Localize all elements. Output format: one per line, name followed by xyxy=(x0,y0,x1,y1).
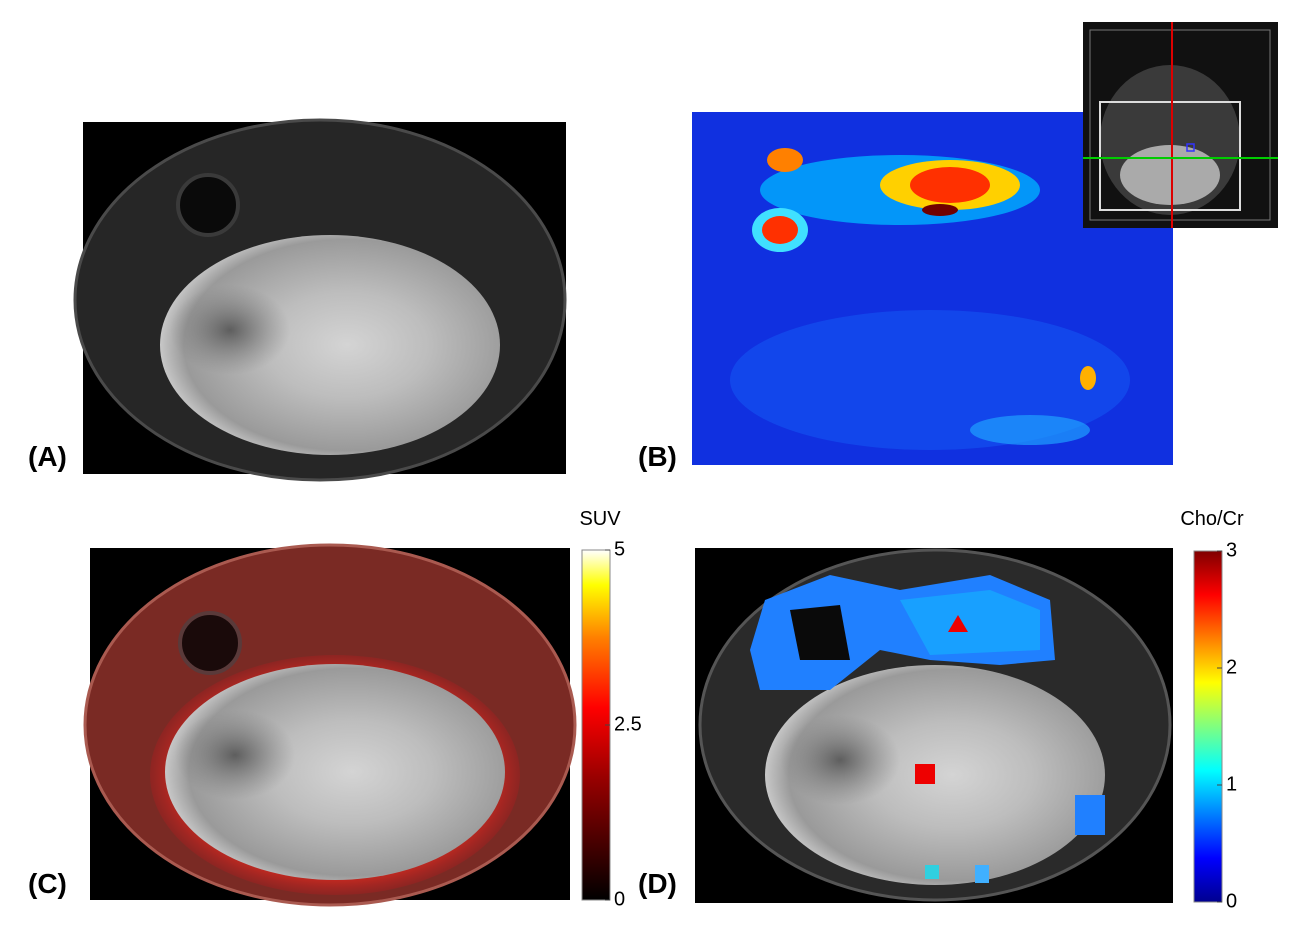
colorbar-tick-label: 2 xyxy=(1226,656,1237,678)
colorbar-tick-label: 2.5 xyxy=(614,713,642,735)
panel-a-image xyxy=(73,118,567,482)
panel-d-image xyxy=(695,548,1173,903)
colorbar-tick-label: 0 xyxy=(1226,890,1237,912)
colorbar-title: SUV xyxy=(579,508,621,530)
inset-localizer xyxy=(1083,22,1278,228)
colorbar-tick-label: 5 xyxy=(614,538,625,560)
panel-label: (B) xyxy=(638,441,677,472)
colorbar-tick-label: 0 xyxy=(614,888,625,910)
panel-label: (C) xyxy=(28,868,67,899)
colorbar xyxy=(1193,550,1223,903)
panel-label: (A) xyxy=(28,441,67,472)
colorbar-tick-label: 3 xyxy=(1226,539,1237,561)
colorbar-title: Cho/Cr xyxy=(1180,508,1244,530)
colorbar-tick-label: 1 xyxy=(1226,773,1237,795)
panel-c-image xyxy=(83,543,577,907)
panel-label: (D) xyxy=(638,868,677,899)
